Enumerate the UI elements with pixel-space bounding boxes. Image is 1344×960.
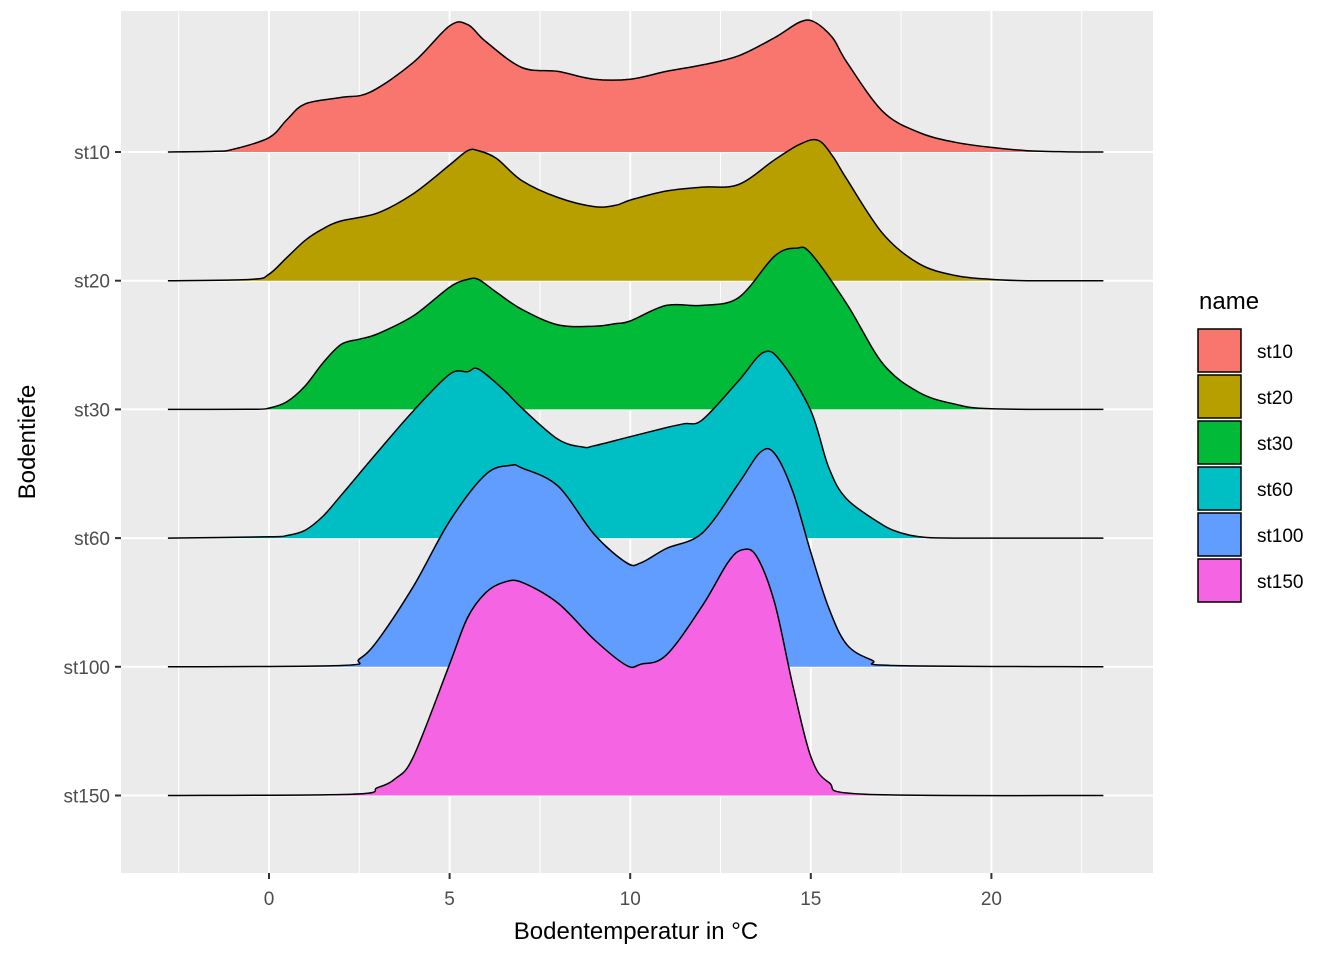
legend-key-st60 <box>1197 466 1242 511</box>
legend-label-st100: st100 <box>1257 526 1303 547</box>
y-tick-label: st30 <box>74 400 110 421</box>
x-tick-label: 10 <box>620 889 641 910</box>
y-tick-label: st100 <box>64 658 110 679</box>
legend-key-st20 <box>1197 374 1242 419</box>
x-tick-label: 20 <box>981 889 1002 910</box>
x-axis-title: Bodentemperatur in °C <box>514 918 758 945</box>
ridge-st20 <box>167 139 1104 281</box>
ridge-st60 <box>167 351 1104 539</box>
ridge-outline-st100 <box>167 447 1104 668</box>
legend-label-st150: st150 <box>1257 572 1303 593</box>
y-axis-title: Bodentiefe <box>14 385 41 500</box>
legend-key-st100 <box>1197 512 1242 557</box>
ridge-st30 <box>167 247 1104 410</box>
legend-label-st60: st60 <box>1257 480 1293 501</box>
legend: name st10 st20 st30 st60 st100 st150 <box>1197 288 1303 603</box>
ridge-st10 <box>167 20 1104 152</box>
y-tick-label: st20 <box>74 272 110 293</box>
legend-key-st150 <box>1197 558 1242 603</box>
legend-label-st30: st30 <box>1257 434 1293 455</box>
y-axis: st10 st20 st30 st60 st100 st150 <box>64 143 121 808</box>
ridge-outline-st150 <box>167 548 1104 797</box>
ridge-outline-st60 <box>167 350 1104 539</box>
x-tick-label: 5 <box>444 889 455 910</box>
legend-label-st20: st20 <box>1257 388 1293 409</box>
legend-title: name <box>1199 288 1259 315</box>
ridge-outline-st30 <box>167 246 1104 411</box>
ridge-outline-st20 <box>167 138 1104 282</box>
legend-label-st10: st10 <box>1257 342 1293 363</box>
ridge-st100 <box>167 448 1104 667</box>
y-tick-label: st60 <box>74 529 110 550</box>
ridge-st150 <box>167 549 1104 796</box>
x-axis: 0 5 10 15 20 <box>264 873 1002 910</box>
legend-key-st30 <box>1197 420 1242 465</box>
y-tick-label: st10 <box>74 143 110 164</box>
legend-key-st10 <box>1197 328 1242 373</box>
x-tick-label: 0 <box>264 889 275 910</box>
x-tick-label: 15 <box>800 889 821 910</box>
ridge-outline-st10 <box>167 19 1104 153</box>
density-ridges <box>167 19 1104 797</box>
y-tick-label: st150 <box>64 787 110 808</box>
